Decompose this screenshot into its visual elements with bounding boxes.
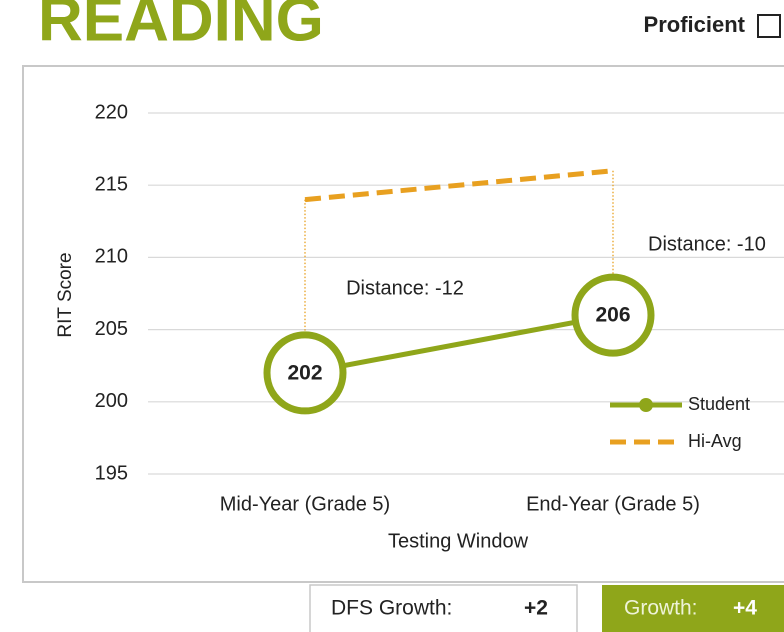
y-tick-label: 215 bbox=[95, 173, 128, 195]
growth-value: +4 bbox=[733, 597, 757, 620]
data-label: 202 bbox=[287, 361, 322, 384]
chart-panel bbox=[22, 65, 784, 583]
proficient-checkbox[interactable] bbox=[757, 14, 781, 38]
distance-annotation: Distance: -12 bbox=[346, 277, 464, 299]
data-label: 206 bbox=[595, 304, 630, 327]
x-axis-label: Testing Window bbox=[388, 530, 529, 552]
y-tick-label: 205 bbox=[95, 318, 128, 340]
y-tick-label: 200 bbox=[95, 390, 128, 412]
dfs-value: +2 bbox=[524, 597, 548, 620]
growth-label: Growth: bbox=[624, 597, 698, 620]
dfs-label: DFS Growth: bbox=[331, 597, 452, 620]
y-tick-label: 195 bbox=[95, 462, 128, 484]
student-point bbox=[263, 331, 347, 415]
y-tick-label: 210 bbox=[95, 246, 128, 268]
x-tick-label: Mid-Year (Grade 5) bbox=[220, 493, 390, 515]
dfs-box bbox=[309, 584, 578, 632]
legend-label: Student bbox=[688, 394, 750, 414]
hi-avg-line bbox=[304, 168, 614, 203]
section-title: READING bbox=[38, 0, 324, 54]
distance-annotation: Distance: -10 bbox=[648, 233, 766, 255]
legend-marker bbox=[639, 398, 653, 412]
student-point bbox=[571, 273, 655, 357]
legend-label: Hi-Avg bbox=[688, 431, 742, 451]
growth-box bbox=[602, 585, 784, 632]
y-axis-label: RIT Score bbox=[55, 252, 76, 337]
x-tick-label: End-Year (Grade 5) bbox=[526, 493, 700, 515]
proficient-label: Proficient bbox=[644, 12, 746, 37]
y-tick-label: 220 bbox=[95, 101, 128, 123]
student-line bbox=[304, 312, 614, 376]
